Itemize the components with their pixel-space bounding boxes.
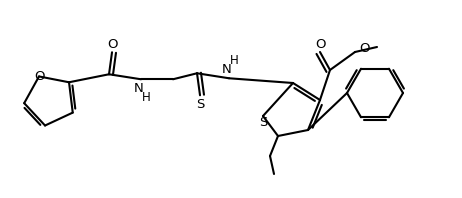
Text: O: O	[34, 70, 44, 83]
Text: O: O	[359, 42, 370, 54]
Text: N: N	[222, 63, 232, 76]
Text: S: S	[196, 98, 204, 111]
Text: H: H	[142, 91, 151, 104]
Text: S: S	[259, 115, 267, 129]
Text: O: O	[315, 37, 325, 50]
Text: O: O	[107, 38, 117, 51]
Text: N: N	[134, 82, 144, 95]
Text: H: H	[230, 54, 238, 67]
